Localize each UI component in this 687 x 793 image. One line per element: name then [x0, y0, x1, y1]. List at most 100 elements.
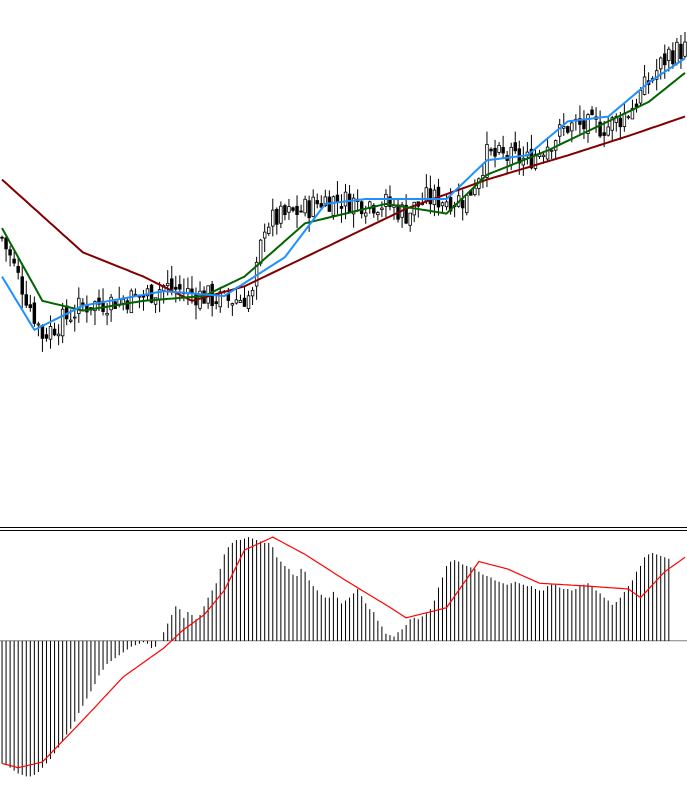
- candle-body: [24, 294, 28, 306]
- candle-body: [602, 132, 606, 136]
- candle-body: [44, 334, 49, 339]
- candle-body: [250, 289, 255, 297]
- candle-body: [428, 188, 433, 205]
- candle-body: [347, 193, 352, 213]
- candle-body: [105, 312, 109, 316]
- candle-body: [271, 209, 275, 227]
- candle-body: [303, 198, 307, 214]
- candle-body: [388, 196, 392, 208]
- candle-body: [351, 197, 356, 215]
- candle-body: [170, 278, 174, 290]
- candle-body: [343, 191, 348, 207]
- candle-body: [109, 296, 113, 311]
- candle-body: [638, 90, 643, 104]
- candle-body: [683, 41, 687, 57]
- candle-body: [606, 126, 610, 136]
- candle-body: [214, 301, 218, 305]
- candle-body: [319, 203, 323, 208]
- candle-body: [125, 300, 130, 310]
- candle-body: [242, 297, 247, 307]
- candle-body: [533, 153, 538, 169]
- candle-body: [0, 236, 4, 239]
- candle-body: [12, 258, 16, 264]
- candle-body: [663, 53, 667, 66]
- candle-body: [440, 202, 445, 207]
- moving-average-lines: [1, 57, 686, 331]
- candle-body: [60, 308, 65, 337]
- candle-body: [32, 302, 37, 324]
- candle-body: [501, 147, 505, 154]
- candle-body: [671, 50, 675, 65]
- medium-moving-average-line: [1, 72, 686, 312]
- candle-body: [16, 265, 20, 273]
- candle-body: [384, 193, 388, 207]
- candle-body: [444, 201, 449, 208]
- candle-body: [359, 201, 364, 215]
- candle-body: [234, 299, 239, 304]
- candle-body: [570, 122, 574, 132]
- candle-body: [566, 126, 570, 133]
- candle-body: [77, 297, 81, 314]
- candle-body: [262, 231, 267, 239]
- candle-body: [52, 328, 57, 336]
- candle-body: [323, 196, 328, 207]
- candle-body: [634, 103, 639, 108]
- candle-body: [295, 205, 299, 215]
- candle-body: [267, 226, 271, 234]
- candle-body: [4, 237, 8, 250]
- candle-body: [497, 145, 501, 153]
- candle-body: [460, 200, 465, 209]
- candle-body: [630, 107, 635, 120]
- candle-body: [36, 323, 41, 326]
- candle-body: [331, 196, 336, 216]
- candle-body: [246, 295, 251, 309]
- candle-body: [174, 286, 178, 290]
- panel-separator[interactable]: [0, 527, 687, 531]
- candle-body: [97, 297, 101, 305]
- candle-body: [364, 212, 368, 217]
- price-panel: [0, 31, 687, 352]
- candle-body: [20, 276, 24, 295]
- candle-body: [582, 120, 586, 130]
- signal-line: [1, 536, 686, 769]
- candle-body: [299, 210, 303, 213]
- candle-body: [339, 206, 344, 209]
- candle-body: [93, 301, 97, 312]
- candle-body: [69, 319, 73, 322]
- candle-body: [489, 148, 493, 152]
- candle-body: [654, 70, 659, 80]
- histogram-series: [0, 537, 687, 777]
- candle-body: [73, 316, 77, 319]
- candle-body: [513, 142, 517, 152]
- candle-body: [473, 187, 477, 196]
- candle-body: [372, 204, 376, 214]
- candle-body: [48, 326, 53, 340]
- candle-body: [578, 118, 582, 125]
- candle-body: [541, 154, 546, 158]
- candle-body: [291, 207, 295, 211]
- candle-body: [376, 212, 380, 216]
- signal-line-group: [1, 536, 686, 769]
- candle-body: [258, 239, 263, 264]
- candle-body: [311, 196, 315, 217]
- candle-body: [238, 299, 243, 303]
- candle-body: [679, 43, 683, 59]
- candle-body: [614, 115, 618, 123]
- candle-body: [610, 117, 614, 131]
- candle-body: [618, 117, 623, 128]
- candle-body: [590, 109, 594, 116]
- candle-body: [545, 146, 550, 160]
- slow-moving-average-line: [1, 115, 686, 302]
- candle-body: [121, 298, 125, 304]
- candle-body: [549, 149, 554, 152]
- candle-body: [626, 116, 631, 119]
- candle-body: [165, 282, 170, 287]
- candle-body: [153, 297, 158, 305]
- candle-body: [287, 206, 291, 213]
- candle-body: [667, 48, 671, 61]
- oscillator-panel: [0, 536, 687, 777]
- candle-body: [562, 126, 566, 129]
- candle-body: [335, 194, 340, 203]
- candle-body: [145, 288, 150, 297]
